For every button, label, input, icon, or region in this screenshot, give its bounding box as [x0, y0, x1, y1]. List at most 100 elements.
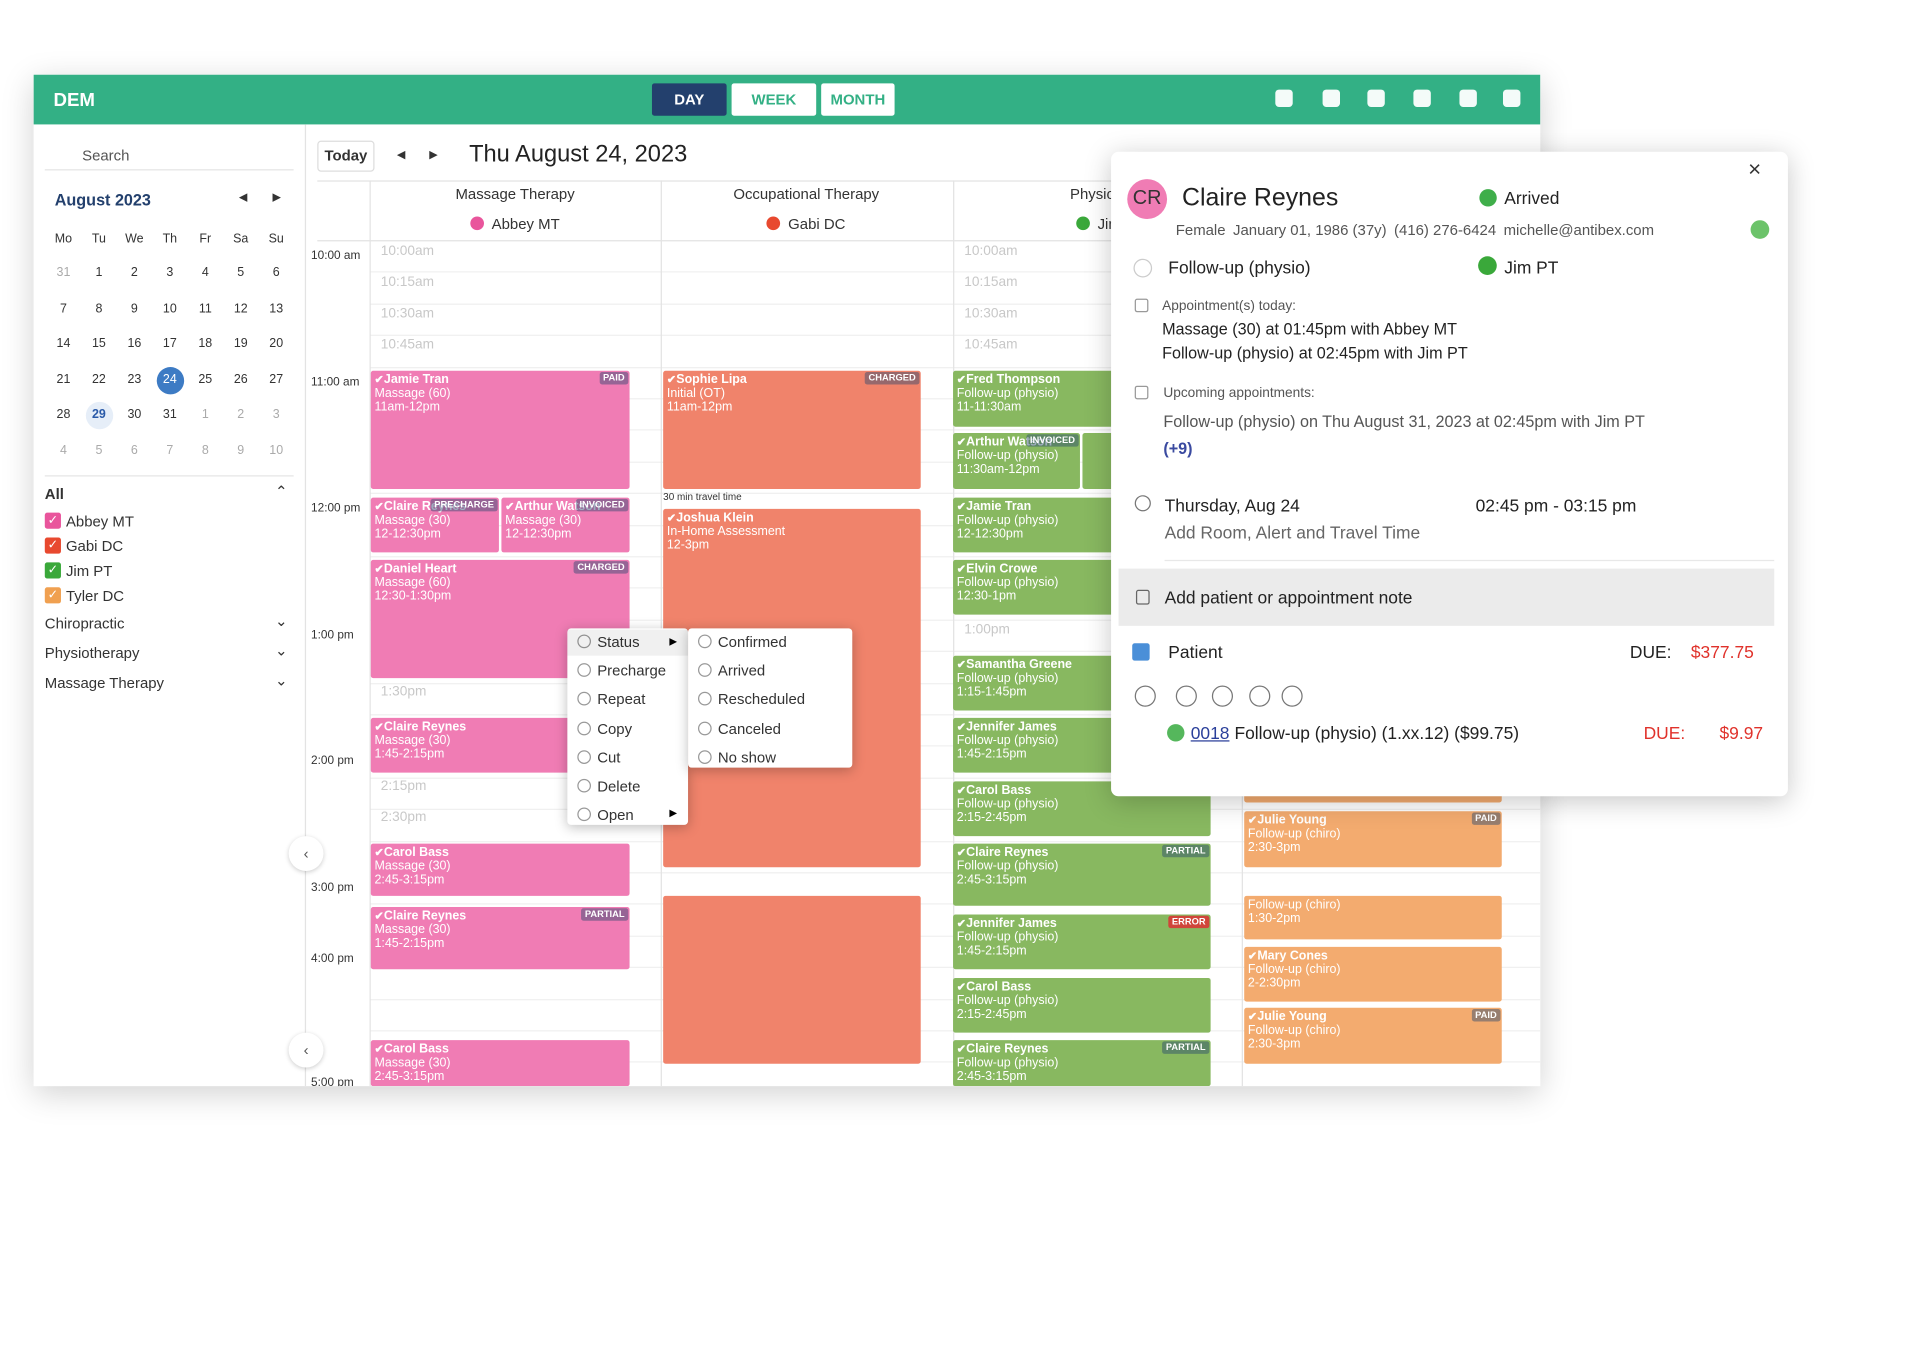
action-icon[interactable] [1211, 685, 1234, 707]
view-tab[interactable]: DAY [651, 83, 727, 116]
provider-check[interactable]: ✓ [44, 562, 61, 579]
group-name[interactable]: Chiropractic [44, 614, 125, 633]
mini-day[interactable]: 9 [237, 443, 245, 458]
mini-day[interactable]: 3 [272, 408, 280, 422]
mini-day[interactable]: 20 [269, 337, 284, 351]
mini-day[interactable]: 31 [162, 408, 177, 422]
menu-item[interactable]: Delete [577, 778, 640, 795]
mini-day[interactable]: 2 [237, 408, 245, 422]
mini-day[interactable]: 18 [198, 337, 213, 351]
mini-day[interactable]: 24 [156, 366, 184, 394]
mini-day[interactable]: 22 [91, 372, 106, 387]
mini-day[interactable]: 10 [269, 443, 284, 458]
toolbar-icon[interactable] [1275, 89, 1293, 108]
toolbar-icon[interactable] [1459, 89, 1477, 108]
next-day[interactable]: ▶ [429, 148, 438, 161]
mini-day[interactable]: 8 [201, 443, 209, 458]
status-option[interactable]: Canceled [698, 720, 781, 737]
mini-day[interactable]: 28 [56, 408, 71, 422]
today-button[interactable]: Today [317, 140, 375, 172]
mini-day[interactable]: 12 [233, 301, 248, 316]
provider-check[interactable]: ✓ [44, 587, 61, 604]
status-option[interactable]: Arrived [698, 662, 765, 679]
mini-day[interactable]: 19 [233, 337, 248, 351]
status-option[interactable]: Rescheduled [698, 691, 805, 708]
invoice-number[interactable]: 0018 [1190, 722, 1230, 743]
appointment[interactable]: Follow-up (chiro) 1:30-2pm [1244, 895, 1502, 940]
prev-day[interactable]: ◀ [396, 148, 406, 161]
mini-day[interactable]: 29 [85, 401, 113, 430]
mini-day[interactable]: 10 [162, 301, 177, 316]
toolbar-icon[interactable] [1502, 89, 1521, 108]
toolbar-icon[interactable] [1413, 89, 1431, 108]
mini-day[interactable]: 31 [56, 266, 71, 280]
action-icon[interactable] [1134, 685, 1156, 707]
menu-item[interactable]: Open [577, 806, 634, 823]
mini-day[interactable]: 25 [198, 372, 213, 387]
menu-item[interactable]: Precharge [577, 662, 666, 679]
action-icon[interactable] [1175, 685, 1197, 707]
mini-day[interactable]: 4 [201, 266, 209, 280]
mini-day[interactable]: 7 [166, 443, 174, 458]
mini-day[interactable]: 8 [95, 301, 103, 316]
mini-day[interactable]: 2 [130, 266, 138, 280]
mini-day[interactable]: 4 [59, 443, 67, 458]
mini-day[interactable]: 1 [95, 266, 103, 280]
mini-day[interactable]: 6 [130, 443, 138, 458]
mini-day[interactable]: 23 [127, 372, 142, 387]
mini-day[interactable]: 15 [91, 337, 106, 351]
add-room[interactable]: Add Room, Alert and Travel Time [1164, 522, 1421, 543]
status-option[interactable]: No show [698, 749, 776, 766]
close-button[interactable]: × [1748, 156, 1762, 182]
action-icon[interactable] [1249, 685, 1271, 707]
mini-day[interactable]: 5 [95, 443, 103, 458]
mini-day[interactable]: 27 [269, 372, 284, 387]
view-tab[interactable]: WEEK [731, 83, 817, 116]
mini-day[interactable]: 21 [56, 372, 71, 387]
group-name[interactable]: Massage Therapy [44, 674, 165, 692]
menu-item[interactable]: Repeat [577, 691, 645, 708]
view-tab[interactable]: MONTH [821, 83, 895, 116]
toolbar-icon[interactable] [1322, 89, 1341, 108]
mini-day[interactable]: 30 [127, 408, 142, 422]
mini-day[interactable]: 3 [166, 266, 174, 280]
provider-check[interactable]: ✓ [44, 537, 61, 554]
mini-day[interactable]: 16 [127, 337, 142, 351]
mini-day[interactable]: 17 [162, 337, 177, 351]
mini-day[interactable]: 11 [198, 301, 212, 316]
menu-item[interactable]: Status [577, 633, 639, 650]
mini-day[interactable]: 14 [56, 337, 71, 351]
mini-day[interactable]: 13 [269, 301, 284, 316]
note-row[interactable] [1118, 568, 1775, 626]
menu-item[interactable]: Copy [577, 720, 632, 737]
collapse-button[interactable]: ‹ [288, 836, 324, 871]
status-option[interactable]: Confirmed [698, 633, 787, 650]
provider-check[interactable]: ✓ [44, 512, 61, 529]
mini-day[interactable]: 7 [59, 301, 67, 316]
mini-day[interactable]: 1 [201, 408, 209, 422]
search-box[interactable] [44, 139, 294, 171]
action-icon[interactable] [1281, 685, 1303, 707]
more-link[interactable]: (+9) [1163, 439, 1193, 458]
collapse-button[interactable]: ‹ [288, 1032, 324, 1068]
group-name[interactable]: Physiotherapy [44, 644, 140, 662]
mini-day[interactable]: 6 [272, 266, 280, 280]
mini-day[interactable]: 5 [237, 266, 245, 280]
mini-day[interactable]: 9 [130, 301, 138, 316]
